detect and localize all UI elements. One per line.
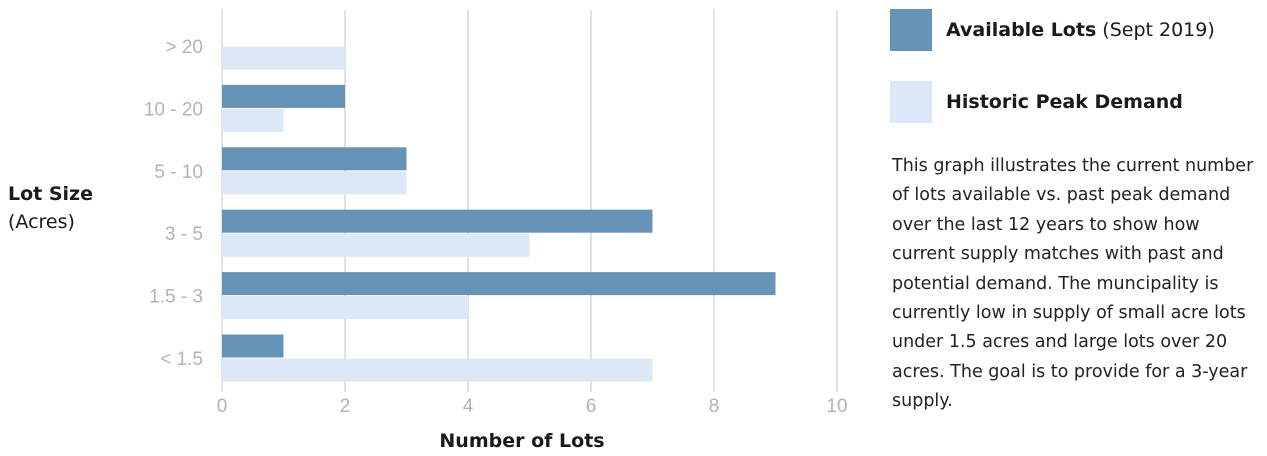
legend-label-historic-peak-demand: Historic Peak Demand [946, 91, 1183, 113]
bar-historic-peak-demand [222, 46, 345, 70]
legend-swatch-available-lots [890, 9, 932, 51]
y-axis-subtitle: (Acres) [8, 211, 75, 233]
x-tick-labels: 0 2 4 6 8 10 [217, 396, 848, 417]
y-axis-title: Lot Size [8, 183, 93, 205]
y-tick-label: 5 - 10 [154, 162, 203, 183]
x-axis-title: Number of Lots [439, 430, 604, 452]
bar-available-lots [222, 209, 653, 233]
y-tick-label: 10 - 20 [144, 99, 203, 120]
y-tick-label: 1.5 - 3 [149, 287, 203, 308]
bar-historic-peak-demand [222, 233, 530, 257]
legend-swatch-historic-peak-demand [890, 81, 932, 123]
legend-item-historic-peak-demand: Historic Peak Demand [890, 81, 1183, 123]
legend-label-available-lots: Available Lots (Sept 2019) [946, 19, 1215, 41]
bar-available-lots [222, 84, 345, 108]
x-tick-label: 10 [826, 396, 847, 417]
y-tick-label: > 20 [165, 37, 203, 58]
bar-available-lots [222, 272, 776, 296]
y-tick-label: < 1.5 [160, 349, 203, 370]
chart-description: This graph illustrates the current numbe… [892, 156, 1254, 412]
x-tick-label: 4 [463, 396, 474, 417]
y-tick-label: 3 - 5 [165, 224, 203, 245]
legend-item-available-lots: Available Lots (Sept 2019) [890, 9, 1215, 51]
y-tick-labels: > 20 10 - 20 5 - 10 3 - 5 1.5 - 3 < 1.5 [144, 37, 203, 370]
bar-historic-peak-demand [222, 171, 407, 195]
bar-available-lots [222, 147, 407, 171]
bars [222, 46, 776, 382]
x-tick-label: 2 [340, 396, 351, 417]
bar-historic-peak-demand [222, 296, 468, 320]
x-tick-label: 6 [586, 396, 597, 417]
bar-chart: > 20 10 - 20 5 - 10 3 - 5 1.5 - 3 < 1.5 0 2 4 6 8… [8, 10, 848, 452]
x-tick-label: 8 [709, 396, 720, 417]
x-tick-label: 0 [217, 396, 228, 417]
bar-historic-peak-demand [222, 358, 653, 382]
bar-available-lots [222, 334, 284, 358]
bar-historic-peak-demand [222, 108, 284, 132]
gridlines [221, 10, 838, 392]
